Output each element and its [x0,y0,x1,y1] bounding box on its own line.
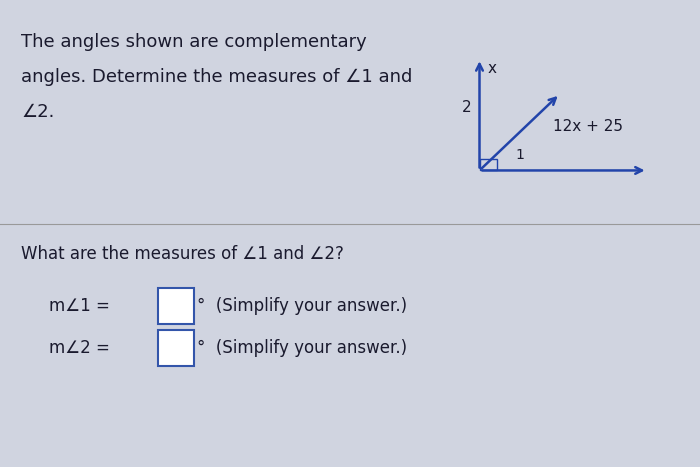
Text: The angles shown are complementary: The angles shown are complementary [21,33,367,51]
Text: What are the measures of ∠1 and ∠2?: What are the measures of ∠1 and ∠2? [21,245,344,263]
FancyBboxPatch shape [158,288,194,324]
Text: x: x [488,61,497,76]
Text: m∠2 =: m∠2 = [49,339,110,357]
Text: °  (Simplify your answer.): ° (Simplify your answer.) [197,297,407,315]
Text: m∠1 =: m∠1 = [49,297,110,315]
Text: 12x + 25: 12x + 25 [553,119,623,134]
Text: angles. Determine the measures of ∠1 and: angles. Determine the measures of ∠1 and [21,68,412,86]
Text: ∠2.: ∠2. [21,103,55,121]
Text: 2: 2 [461,100,471,115]
Text: °  (Simplify your answer.): ° (Simplify your answer.) [197,339,407,357]
FancyBboxPatch shape [158,330,194,366]
Text: 1: 1 [516,148,525,162]
Bar [480,159,497,170]
